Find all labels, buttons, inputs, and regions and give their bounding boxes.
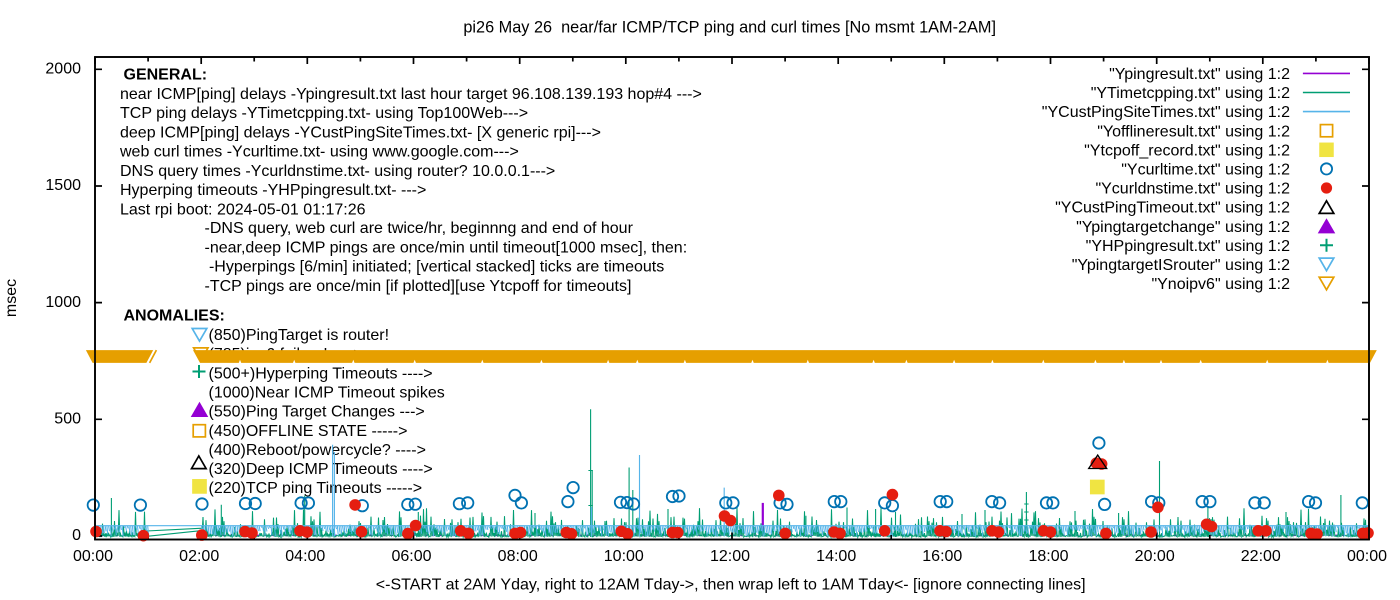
svg-text:"Ytcpoff_record.txt" using 1:2: "Ytcpoff_record.txt" using 1:2 [1084, 142, 1290, 159]
svg-text:00:00: 00:00 [73, 548, 113, 565]
svg-text:08:00: 08:00 [498, 548, 538, 565]
svg-text:"YTimetcpping.txt" using 1:2: "YTimetcpping.txt" using 1:2 [1091, 85, 1290, 102]
svg-text:(1000)Near ICMP Timeout spikes: (1000)Near ICMP Timeout spikes [209, 384, 445, 401]
svg-text:14:00: 14:00 [816, 548, 856, 565]
svg-text:"Ypingtargetchange" using 1:2: "Ypingtargetchange" using 1:2 [1076, 219, 1290, 236]
svg-text:near ICMP[ping] delays -Ypingr: near ICMP[ping] delays -Ypingresult.txt … [120, 86, 702, 103]
svg-text:06:00: 06:00 [391, 548, 431, 565]
svg-text:"Ycurldnstime.txt" using 1:2: "Ycurldnstime.txt" using 1:2 [1095, 181, 1290, 198]
svg-text:2000: 2000 [45, 61, 81, 78]
svg-text:04:00: 04:00 [285, 548, 325, 565]
svg-text:"Ypingresult.txt" using 1:2: "Ypingresult.txt" using 1:2 [1109, 66, 1290, 83]
svg-text:18:00: 18:00 [1028, 548, 1068, 565]
svg-text:TCP ping delays -YTimetcpping.: TCP ping delays -YTimetcpping.txt- using… [120, 105, 528, 122]
svg-text:(400)Reboot/powercycle? ---->: (400)Reboot/powercycle? ----> [209, 442, 426, 459]
svg-text:(220)TCP ping Timeouts ----->: (220)TCP ping Timeouts -----> [209, 480, 423, 497]
svg-text:-Hyperpings [6/min] initiated;: -Hyperpings [6/min] initiated; [vertical… [205, 259, 665, 276]
svg-text:"YHPpingresult.txt" using 1:2: "YHPpingresult.txt" using 1:2 [1086, 238, 1290, 255]
svg-text:12:00: 12:00 [710, 548, 750, 565]
svg-text:22:00: 22:00 [1241, 548, 1281, 565]
svg-text:"YCustPingSiteTimes.txt" using: "YCustPingSiteTimes.txt" using 1:2 [1042, 104, 1290, 121]
svg-text:msec: msec [3, 279, 20, 317]
svg-text:DNS query times -Ycurldnstime.: DNS query times -Ycurldnstime.txt- using… [120, 163, 555, 180]
svg-text:(850)PingTarget is router!: (850)PingTarget is router! [209, 327, 390, 344]
svg-text:"Ycurltime.txt" using 1:2: "Ycurltime.txt" using 1:2 [1121, 162, 1290, 179]
svg-text:GENERAL:: GENERAL: [124, 66, 208, 83]
svg-text:(320)Deep ICMP Timeouts ---->: (320)Deep ICMP Timeouts ----> [209, 461, 433, 478]
svg-text:web curl times -Ycurltime.txt-: web curl times -Ycurltime.txt- using www… [119, 144, 519, 161]
svg-text:Hyperping timeouts -YHPpingres: Hyperping timeouts -YHPpingresult.txt- -… [120, 182, 426, 199]
svg-text:20:00: 20:00 [1135, 548, 1175, 565]
svg-text:0: 0 [72, 527, 81, 544]
svg-text:(550)Ping Target Changes --->: (550)Ping Target Changes ---> [209, 404, 425, 421]
svg-text:1500: 1500 [45, 177, 81, 194]
svg-text:1000: 1000 [45, 294, 81, 311]
svg-text:(500+)Hyperping Timeouts ---->: (500+)Hyperping Timeouts ----> [209, 365, 433, 382]
svg-text:02:00: 02:00 [179, 548, 219, 565]
svg-text:"YCustPingTimeout.txt" using 1: "YCustPingTimeout.txt" using 1:2 [1055, 200, 1290, 217]
svg-text:16:00: 16:00 [922, 548, 962, 565]
svg-text:(450)OFFLINE STATE ----->: (450)OFFLINE STATE -----> [209, 423, 408, 440]
svg-text:ANOMALIES:: ANOMALIES: [124, 308, 225, 325]
svg-text:-DNS query, web curl are twice: -DNS query, web curl are twice/hr, begin… [205, 220, 634, 237]
svg-text:"Yofflineresult.txt" using 1:2: "Yofflineresult.txt" using 1:2 [1097, 123, 1290, 140]
svg-text:deep ICMP[ping] delays -YCustP: deep ICMP[ping] delays -YCustPingSiteTim… [120, 124, 601, 141]
svg-text:"YpingtargetISrouter" using 1:: "YpingtargetISrouter" using 1:2 [1072, 257, 1290, 274]
svg-text:10:00: 10:00 [604, 548, 644, 565]
svg-text:Last rpi boot: 2024-05-01 01:1: Last rpi boot: 2024-05-01 01:17:26 [120, 201, 366, 218]
svg-text:500: 500 [54, 411, 81, 428]
svg-text:-near,deep ICMP pings are once: -near,deep ICMP pings are once/min until… [205, 239, 688, 256]
svg-text:"Ynoipv6" using 1:2: "Ynoipv6" using 1:2 [1151, 276, 1290, 293]
svg-text:-TCP pings are once/min [if pl: -TCP pings are once/min [if plotted][use… [205, 278, 632, 295]
svg-text:<-START at 2AM Yday, right to: <-START at 2AM Yday, right to 12AM Tday-… [376, 577, 1086, 594]
svg-text:pi26 May 26 near/far ICMP/TCP: pi26 May 26 near/far ICMP/TCP ping and c… [463, 19, 996, 37]
svg-text:00:00: 00:00 [1347, 548, 1387, 565]
